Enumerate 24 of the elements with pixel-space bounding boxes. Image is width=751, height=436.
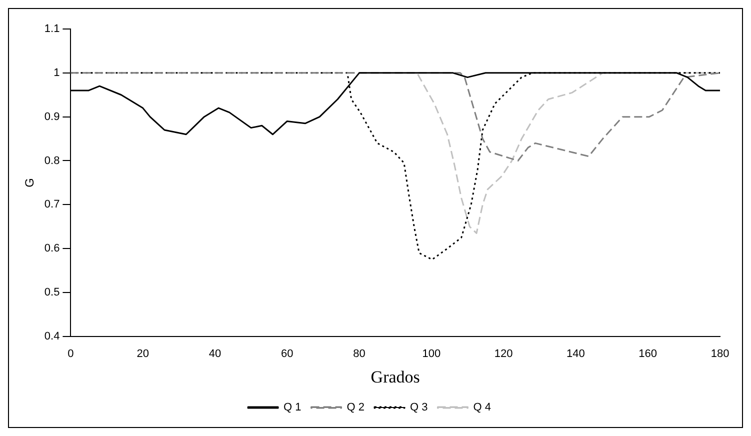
- x-tick-label: 40: [208, 348, 222, 360]
- x-tick-label: 140: [566, 348, 585, 360]
- x-axis-title: Grados: [370, 367, 420, 386]
- y-tick-label: 0.8: [44, 154, 60, 167]
- y-tick-label: 0.5: [44, 286, 60, 299]
- y-tick-label: 0.6: [44, 242, 60, 255]
- legend-label: Q 4: [473, 402, 491, 414]
- x-tick-label: 160: [638, 348, 658, 360]
- y-tick-label: 1: [54, 66, 60, 79]
- x-tick-label: 180: [710, 348, 730, 360]
- x-tick-label: 120: [494, 348, 513, 360]
- x-tick-label: 100: [422, 348, 441, 360]
- x-tick-label: 60: [281, 348, 294, 360]
- legend-label: Q 2: [346, 402, 365, 414]
- x-tick-label: 80: [353, 348, 366, 360]
- legend-label: Q 1: [284, 402, 302, 414]
- x-tick-label: 20: [136, 348, 149, 360]
- y-tick-label: 0.9: [44, 110, 60, 123]
- y-axis-title: G: [22, 178, 37, 188]
- y-tick-label: 1.1: [44, 23, 60, 36]
- y-tick-label: 0.4: [44, 330, 60, 342]
- legend-label: Q 3: [410, 402, 428, 414]
- x-tick-label: 0: [68, 348, 74, 360]
- y-tick-label: 0.7: [44, 198, 60, 211]
